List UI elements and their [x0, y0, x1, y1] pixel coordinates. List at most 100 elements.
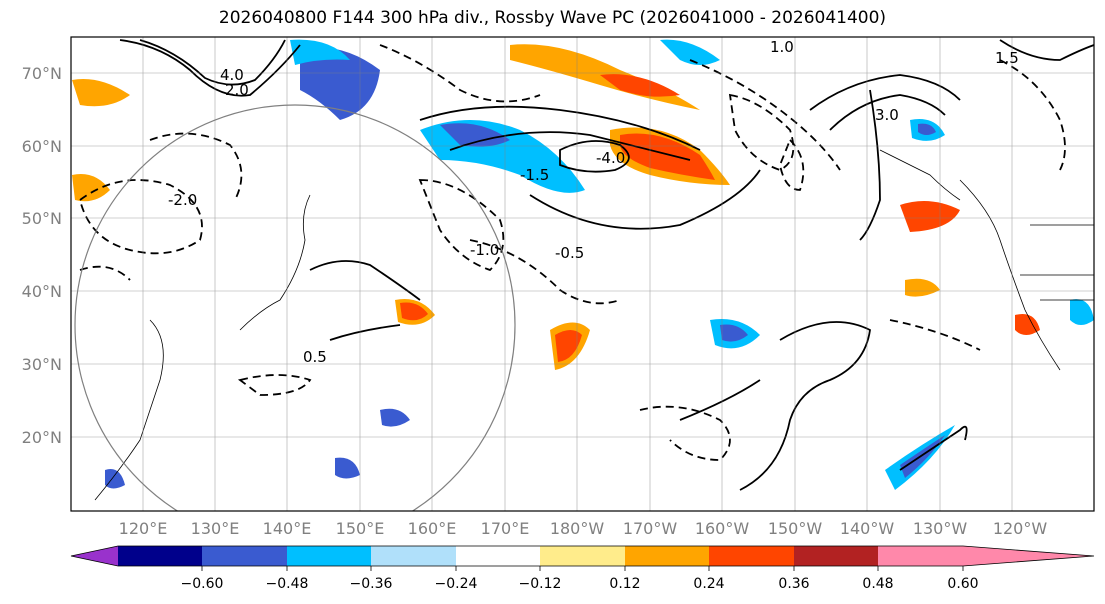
shade-blue-se — [900, 435, 945, 478]
chart-title: 2026040800 F144 300 hPa div., Rossby Wav… — [218, 8, 887, 28]
coastlines — [94, 149, 1094, 501]
lon-label: 150°E — [336, 519, 385, 538]
contour-label: 0.5 — [303, 348, 327, 366]
contour-label: 2.0 — [225, 81, 249, 99]
colorbar-bin — [371, 546, 456, 566]
colorbar-tick-label: −0.36 — [350, 576, 393, 592]
japan-coast — [239, 194, 311, 331]
contour-label: 3.0 — [875, 106, 899, 124]
lon-label: 160°W — [695, 519, 750, 538]
colorbar-tick-label: −0.24 — [435, 576, 478, 592]
contour-neg-8 — [469, 239, 621, 305]
lon-label: 180°W — [550, 519, 605, 538]
colorbar-ticks — [201, 566, 964, 571]
contour-pos-14 — [999, 39, 1094, 61]
lon-label: 120°W — [993, 519, 1048, 538]
contour-neg-3 — [728, 93, 795, 171]
shade-red-pacific2 — [555, 330, 582, 362]
contour-neg-4 — [779, 138, 805, 191]
shade-blue-sw2 — [335, 457, 360, 479]
lon-label: 140°E — [263, 519, 312, 538]
colorbar-outline — [70, 545, 1095, 567]
shade-orange-ne — [905, 278, 940, 297]
gridlines — [71, 37, 1094, 511]
colorbar-tick-label: 0.36 — [778, 576, 809, 592]
colorbar-bin — [287, 546, 371, 566]
colorbar-tick-label: −0.60 — [181, 576, 224, 592]
lon-label: 140°W — [840, 519, 895, 538]
lon-label: 160°E — [408, 519, 457, 538]
contour-pos-7 — [829, 94, 946, 131]
lat-label: 60°N — [22, 137, 62, 156]
shade-red-gulf — [620, 133, 715, 180]
contour-label: -0.5 — [555, 244, 584, 262]
colorbar-bin — [625, 546, 709, 566]
colorbar-bin — [794, 546, 878, 566]
shade-blue-kamchatka — [440, 123, 510, 147]
shade-orange-siberia — [72, 79, 130, 107]
contour-pos-2 — [139, 39, 286, 86]
lon-label: 150°W — [768, 519, 823, 538]
shade-blue-sw1 — [380, 408, 410, 427]
rossby-contours-negative — [78, 44, 1066, 461]
colorbar-tick-label: −0.12 — [519, 576, 562, 592]
shade-cyan-arctic — [660, 39, 720, 65]
lat-label: 30°N — [22, 355, 62, 374]
contour-label: -1.0 — [470, 241, 499, 259]
shade-orange-mongolia — [72, 174, 110, 202]
contour-pos-6 — [809, 74, 961, 111]
colorbar-extend-low — [71, 546, 118, 566]
longitude-labels: 120°E 130°E 140°E 150°E 160°E 170°E 180°… — [119, 519, 1048, 538]
china-coast — [94, 319, 164, 501]
contour-neg-7 — [418, 179, 505, 272]
contour-label: -4.0 — [596, 149, 625, 167]
colorbar-bin — [202, 546, 287, 566]
contour-neg-5 — [78, 179, 203, 255]
shade-cyan-coast — [1070, 299, 1094, 325]
colorbar-tick-label: 0.12 — [609, 576, 640, 592]
contour-neg-2 — [689, 59, 841, 171]
colorbar-bin — [118, 546, 202, 566]
contour-pos-13 — [899, 425, 968, 471]
contour-label: 1.5 — [995, 49, 1019, 67]
latitude-labels: 70°N 60°N 50°N 40°N 30°N 20°N — [22, 64, 62, 447]
shade-red-bc — [900, 201, 960, 232]
map-frame — [70, 36, 1095, 512]
contour-neg-9 — [237, 374, 312, 396]
colorbar-bin — [878, 546, 963, 566]
shade-red-pacific1 — [400, 302, 428, 321]
lat-label: 40°N — [22, 282, 62, 301]
lat-label: 20°N — [22, 428, 62, 447]
contour-pos-3 — [419, 105, 701, 151]
contour-pos-1 — [119, 39, 301, 97]
contour-neg-6 — [149, 132, 243, 201]
contour-label: 4.0 — [220, 66, 244, 84]
contour-pos-5 — [529, 169, 761, 230]
map-background — [71, 37, 1094, 511]
colorbar-extend-high — [963, 546, 1094, 566]
contour-pos-10 — [329, 324, 401, 341]
colorbar-tick-label: 0.24 — [693, 576, 724, 592]
colorbar-tick-label: 0.48 — [862, 576, 893, 592]
shade-blue-phil — [105, 469, 125, 489]
contour-pos-max — [559, 140, 630, 173]
contour-pos-12 — [679, 379, 761, 421]
colorbar-tick-label: 0.60 — [947, 576, 978, 592]
na-coast — [959, 179, 1061, 371]
contour-labels: -0.5 -1.0 -1.5 -2.0 -4.0 0.5 1.0 1.5 2.0… — [168, 38, 1019, 366]
contour-label: 1.0 — [770, 38, 794, 56]
colorbar-bin — [540, 546, 625, 566]
lat-label: 70°N — [22, 64, 62, 83]
lon-label: 130°W — [913, 519, 968, 538]
contour-pos-11 — [739, 321, 871, 491]
region-circle — [74, 104, 516, 511]
shade-red-coast — [1015, 314, 1040, 335]
contour-label: -1.5 — [520, 166, 549, 184]
contour-label: -2.0 — [168, 191, 197, 209]
lat-label: 50°N — [22, 209, 62, 228]
us-borders — [1020, 224, 1094, 301]
shade-blue-pacific — [720, 324, 748, 342]
lon-label: 170°E — [481, 519, 530, 538]
contour-neg-1 — [379, 44, 541, 103]
